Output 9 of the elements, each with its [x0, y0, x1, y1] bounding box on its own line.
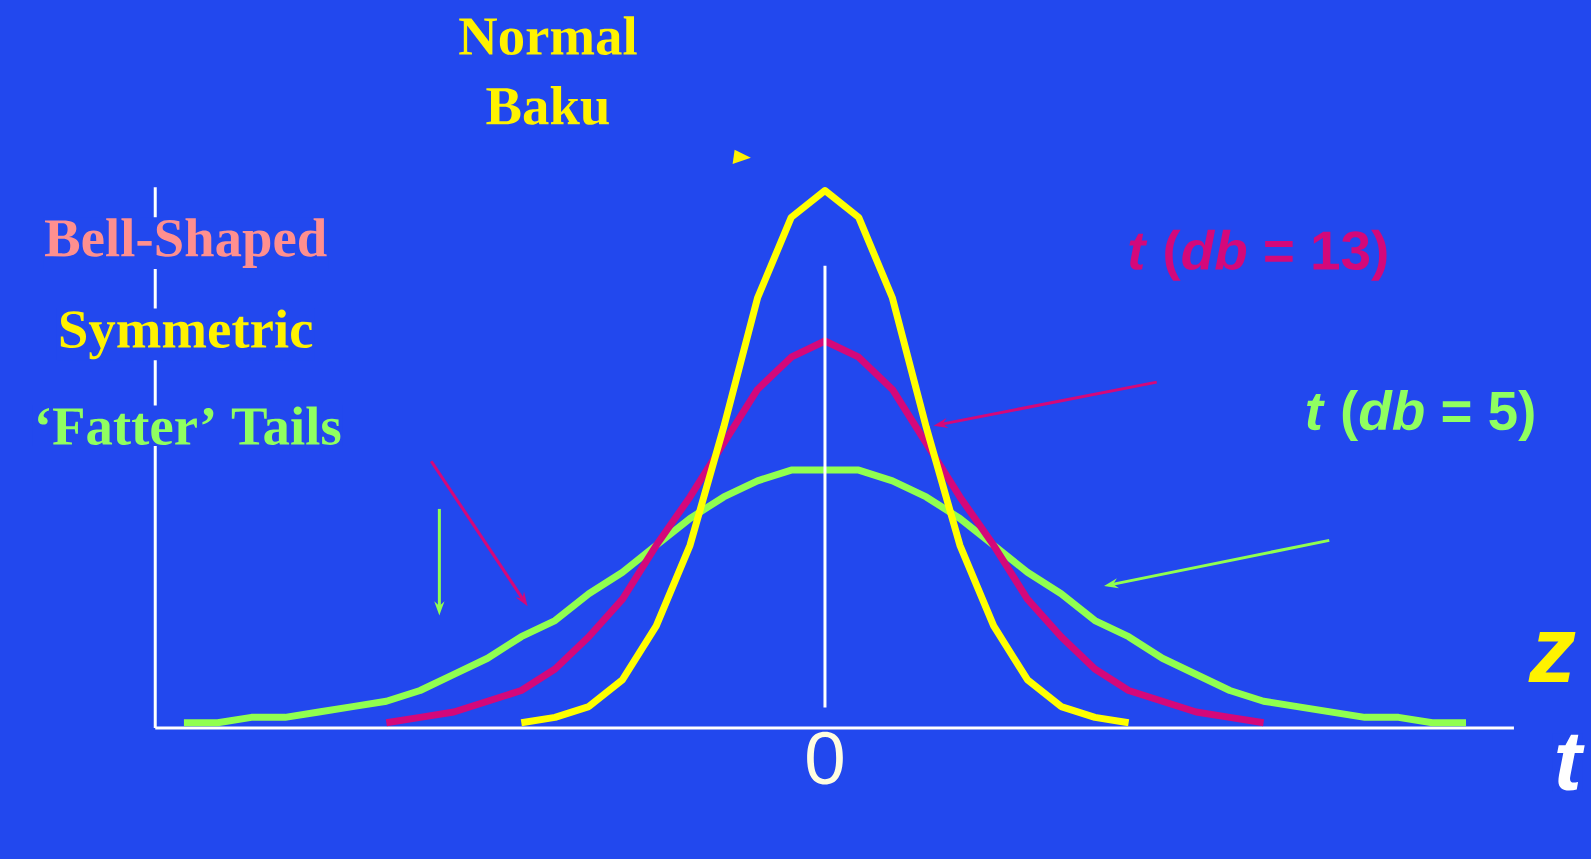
text: t (db = 13)	[1129, 229, 1387, 281]
text: t	[1557, 734, 1585, 791]
annotation: Bell-Shaped	[45, 218, 327, 268]
text: t (db = 5)	[1307, 390, 1534, 442]
text: Normal Baku	[459, 16, 637, 125]
annotation: Symmetric	[60, 309, 313, 360]
text: 0	[807, 731, 843, 785]
x-axis-title: z	[1528, 632, 1576, 683]
annotation: ‘Fatter’ Tails	[38, 406, 341, 445]
